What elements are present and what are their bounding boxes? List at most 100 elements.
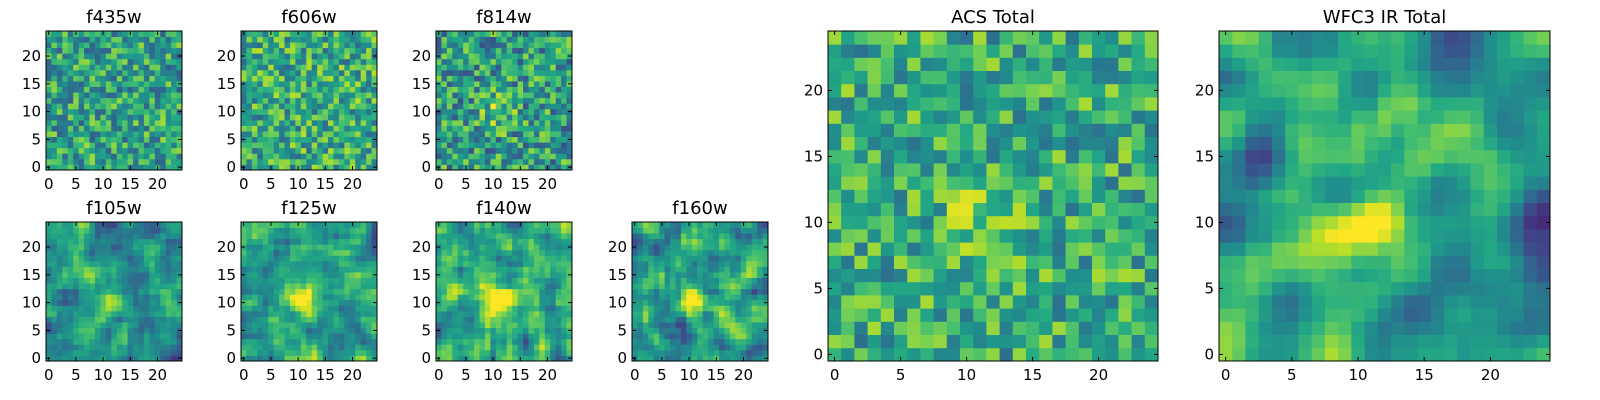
heatmap-cell bbox=[289, 277, 296, 284]
heatmap-cell bbox=[149, 158, 156, 165]
heatmap-cell bbox=[51, 108, 58, 115]
heatmap-cell bbox=[116, 97, 123, 104]
heatmap-cell bbox=[920, 281, 934, 296]
heatmap-cell bbox=[946, 308, 961, 322]
heatmap-cell bbox=[84, 233, 90, 240]
heatmap-cell bbox=[1026, 347, 1040, 362]
heatmap-cell bbox=[854, 149, 868, 164]
heatmap-cell bbox=[328, 153, 334, 160]
heatmap-cell bbox=[160, 97, 167, 104]
heatmap-cell bbox=[94, 53, 101, 60]
heatmap-cell bbox=[632, 227, 638, 234]
heatmap-cell bbox=[149, 249, 156, 256]
heatmap-cell bbox=[366, 31, 372, 37]
heatmap-cell bbox=[338, 108, 345, 115]
heatmap-cell bbox=[338, 164, 345, 171]
heatmap-cell bbox=[517, 260, 524, 267]
heatmap-cell bbox=[262, 277, 269, 284]
heatmap-cell bbox=[708, 260, 714, 267]
heatmap-cell bbox=[122, 288, 128, 295]
axes-frame bbox=[435, 30, 573, 171]
heatmap-cell bbox=[257, 305, 264, 312]
heatmap-cell bbox=[495, 47, 502, 54]
heatmap-cell bbox=[468, 64, 475, 71]
heatmap-cell bbox=[360, 283, 367, 290]
heatmap-cell bbox=[322, 36, 329, 43]
heatmap-cell bbox=[143, 81, 150, 87]
heatmap-cell bbox=[484, 266, 491, 273]
heatmap-cell bbox=[713, 305, 720, 312]
heatmap-cell bbox=[268, 81, 275, 87]
heatmap-cell bbox=[149, 327, 156, 334]
heatmap-cell bbox=[84, 244, 90, 251]
heatmap-cell bbox=[1039, 229, 1053, 243]
heatmap-cell bbox=[495, 147, 502, 154]
heatmap-cell bbox=[664, 322, 671, 329]
heatmap-cell bbox=[1144, 215, 1159, 230]
heatmap-cell bbox=[495, 136, 502, 143]
heatmap-cell bbox=[122, 153, 128, 160]
heatmap-cell bbox=[474, 131, 480, 138]
heatmap-cell bbox=[279, 125, 285, 132]
heatmap-cell bbox=[468, 75, 475, 82]
heatmap-cell bbox=[133, 344, 139, 351]
heatmap-cell bbox=[1039, 308, 1053, 322]
heatmap-cell bbox=[544, 119, 551, 126]
heatmap-cell bbox=[517, 249, 524, 256]
heatmap-cell bbox=[100, 125, 107, 132]
heatmap-cell bbox=[344, 333, 351, 340]
heatmap-cell bbox=[1131, 189, 1146, 203]
heatmap-cell bbox=[306, 283, 313, 290]
heatmap-cell bbox=[257, 92, 264, 99]
heatmap-cell bbox=[355, 294, 362, 301]
heatmap-cell bbox=[89, 299, 96, 306]
heatmap-cell bbox=[241, 277, 247, 284]
heatmap-cell bbox=[468, 164, 475, 171]
heatmap-cell bbox=[719, 288, 725, 295]
heatmap-cell bbox=[284, 58, 291, 65]
heatmap-cell bbox=[133, 294, 139, 301]
heatmap-cell bbox=[512, 288, 518, 295]
heatmap-cell bbox=[138, 310, 145, 317]
heatmap-cell bbox=[740, 272, 747, 278]
heatmap-cell bbox=[539, 114, 546, 121]
heatmap-cell bbox=[100, 272, 107, 278]
heatmap-cell bbox=[506, 81, 513, 87]
heatmap-cell bbox=[143, 333, 150, 340]
heatmap-cell bbox=[89, 249, 96, 256]
heatmap-cell bbox=[479, 81, 486, 87]
heatmap-cell bbox=[160, 158, 167, 165]
heatmap-cell bbox=[154, 97, 161, 104]
heatmap-cell bbox=[279, 92, 285, 99]
heatmap-cell bbox=[550, 36, 557, 43]
heatmap-cell bbox=[360, 260, 367, 267]
heatmap-cell bbox=[154, 125, 161, 132]
heatmap-cell bbox=[632, 333, 638, 340]
heatmap-cell bbox=[73, 288, 80, 295]
heatmap-cell bbox=[523, 266, 529, 273]
heatmap-cell bbox=[632, 294, 638, 301]
heatmap-cell bbox=[517, 81, 524, 87]
heatmap-cell bbox=[642, 277, 649, 284]
heatmap-cell bbox=[279, 75, 285, 82]
heatmap-cell bbox=[143, 260, 150, 267]
heatmap-cell bbox=[333, 125, 340, 132]
heatmap-cell bbox=[841, 295, 855, 309]
heatmap-cell bbox=[311, 114, 318, 121]
heatmap-cell bbox=[697, 288, 704, 295]
heatmap-cell bbox=[116, 86, 123, 93]
heatmap-cell bbox=[501, 299, 508, 306]
heatmap-cell bbox=[544, 260, 551, 267]
heatmap-cell bbox=[311, 81, 318, 87]
heatmap-cell bbox=[517, 75, 524, 82]
heatmap-cell bbox=[512, 108, 518, 115]
heatmap-cell bbox=[555, 238, 562, 245]
heatmap-cell bbox=[171, 75, 177, 82]
x-tick-label: 5 bbox=[71, 175, 81, 193]
heatmap-cell bbox=[474, 36, 480, 43]
x-tick-label: 15 bbox=[121, 175, 140, 193]
heatmap-cell bbox=[78, 58, 85, 65]
heatmap-cell bbox=[512, 114, 518, 121]
heatmap-cell bbox=[46, 349, 52, 356]
